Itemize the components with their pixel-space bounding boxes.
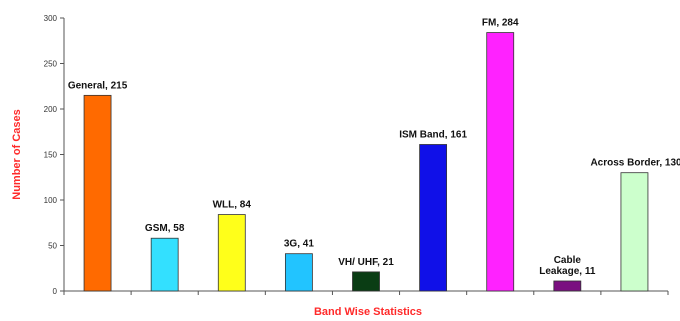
y-tick-label: 250: [44, 60, 58, 69]
data-label: GSM, 58: [145, 223, 185, 234]
data-label: Cable: [554, 255, 582, 266]
y-tick-label: 50: [48, 242, 57, 251]
bars-group: [83, 32, 649, 292]
bar: [150, 237, 179, 292]
y-axis: 0 50 100 150 200 250 300: [44, 14, 65, 296]
x-axis: [63, 290, 669, 295]
y-tick-label: 150: [44, 151, 58, 160]
data-label: General, 215: [68, 80, 128, 91]
y-axis-label: Number of Cases: [11, 109, 23, 199]
bar: [553, 280, 582, 292]
bar: [284, 253, 313, 292]
bar: [419, 144, 448, 292]
y-tick-label: 100: [44, 196, 58, 205]
data-label: WLL, 84: [213, 200, 252, 211]
y-tick-label: 200: [44, 105, 58, 114]
data-label: FM, 284: [482, 18, 519, 29]
data-label: VH/ UHF, 21: [338, 257, 394, 268]
data-label: ISM Band, 161: [399, 129, 467, 140]
data-label: Across Border, 130: [590, 158, 680, 169]
bar: [620, 172, 649, 292]
x-axis-label: Band Wise Statistics: [314, 306, 422, 318]
y-tick-label: 300: [44, 14, 58, 23]
bar: [217, 214, 246, 292]
bar: [352, 271, 380, 292]
bar: [486, 32, 515, 292]
data-label: 3G, 41: [284, 239, 314, 250]
bar: [83, 94, 112, 292]
data-labels-group: General, 215 GSM, 58 WLL, 84 3G, 41 VH/ UHF,…: [68, 18, 680, 277]
data-label: Leakage, 11: [539, 266, 596, 277]
y-tick-label: 0: [53, 287, 58, 296]
